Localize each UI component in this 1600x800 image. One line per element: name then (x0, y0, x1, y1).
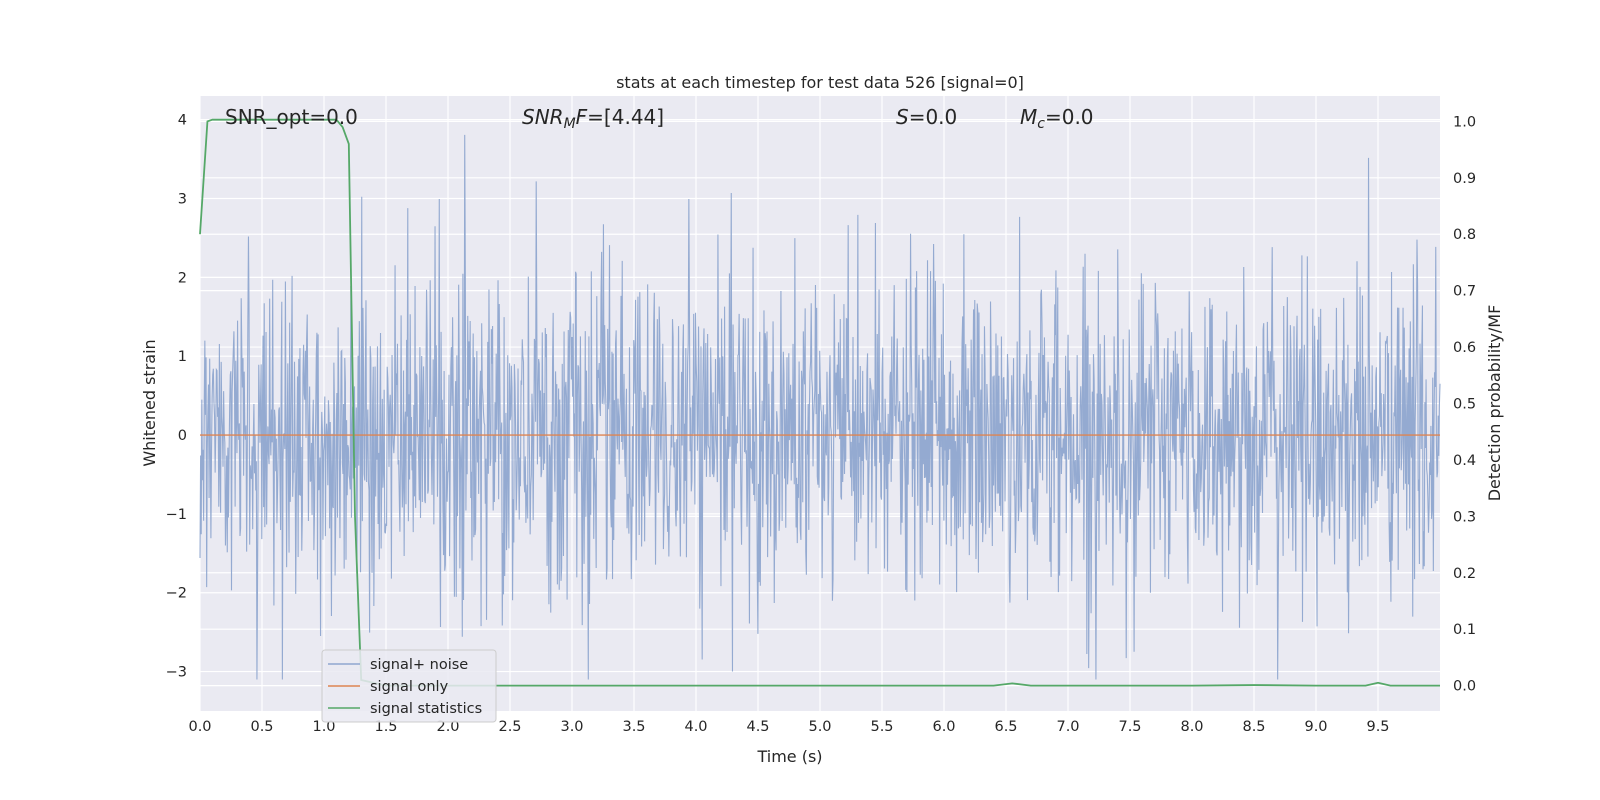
x-tick-label: 6.5 (994, 719, 1017, 735)
y-tick-label-left: −1 (166, 507, 187, 523)
x-axis-title: Time (s) (756, 747, 822, 766)
series-signal-statistics (199, 118, 1440, 687)
x-tick-label: 8.0 (1180, 719, 1203, 735)
chart-title: stats at each timestep for test data 526… (616, 73, 1024, 92)
snr-mf-mid: F (576, 105, 588, 129)
x-tick-label: 7.5 (1118, 719, 1141, 735)
x-tick-label: 4.0 (684, 719, 707, 735)
signal-noise-line (199, 134, 1441, 680)
y-tick-label-right: 0.6 (1453, 340, 1476, 356)
x-tick-label: 3.0 (560, 719, 583, 735)
y-tick-label-left: 1 (178, 349, 187, 365)
y-tick-label-left: −2 (166, 586, 187, 602)
annotation-s: S=0.0 (896, 105, 957, 129)
x-tick-label: 1.5 (374, 719, 397, 735)
x-tick-label: 2.0 (436, 719, 459, 735)
series-signal-noise (199, 134, 1441, 680)
s-value: =0.0 (909, 105, 958, 129)
x-tick-label: 2.5 (498, 719, 521, 735)
x-tick-label: 7.0 (1056, 719, 1079, 735)
mc-value: =0.0 (1045, 105, 1094, 129)
y-tick-label-right: 0.5 (1453, 397, 1476, 413)
signal-statistics-line (199, 118, 1440, 687)
x-tick-label: 0.0 (188, 719, 211, 735)
x-tick-label: 8.5 (1242, 719, 1265, 735)
tick-labels: 0.0 0.5 1.0 1.5 2.0 2.5 3.0 3.5 4.0 4.5 5.0 5.5 6.0 6… (166, 113, 1476, 735)
legend-label-signal-only: signal only (370, 679, 449, 695)
y-tick-label-right: 0.7 (1453, 284, 1476, 300)
snr-mf-prefix: SNR (522, 105, 564, 129)
y-tick-label-right: 0.2 (1453, 566, 1476, 582)
y-tick-label-right: 0.3 (1453, 509, 1476, 525)
legend-box (321, 649, 497, 723)
y-tick-label-left: 3 (178, 192, 187, 208)
y-tick-label-right: 1.0 (1453, 114, 1476, 130)
x-tick-label: 9.5 (1366, 719, 1389, 735)
y-tick-label-left: 2 (178, 270, 187, 286)
legend-label-signal-statistics: signal statistics (370, 701, 482, 717)
x-tick-label: 4.5 (746, 719, 769, 735)
y-tick-label-right: 0.4 (1453, 453, 1476, 469)
x-tick-label: 3.5 (622, 719, 645, 735)
y-tick-label-left: 4 (178, 113, 187, 129)
y-tick-label-right: 0.0 (1453, 679, 1476, 695)
x-tick-label: 5.0 (808, 719, 831, 735)
x-tick-label: 0.5 (250, 719, 273, 735)
x-tick-label: 9.0 (1304, 719, 1327, 735)
y-tick-label-right: 0.9 (1453, 171, 1476, 187)
y-tick-label-right: 0.1 (1453, 622, 1476, 638)
annotation-mc: Mc=0.0 (1020, 105, 1094, 132)
legend-label-signal-noise: signal+ noise (370, 657, 468, 673)
mc-sub: c (1037, 116, 1045, 132)
mc-symbol: M (1020, 105, 1037, 129)
annotation-snr-opt: SNR_opt=0.0 (225, 105, 358, 129)
x-tick-label: 6.0 (932, 719, 955, 735)
legend: signal+ noise signal only signal statist… (321, 649, 497, 723)
snr-mf-value: =[4.44] (587, 105, 664, 129)
snr-mf-sub: M (564, 116, 576, 132)
y-axis-title-right: Detection probability/MF (1485, 305, 1504, 502)
x-tick-label: 5.5 (870, 719, 893, 735)
s-symbol: S (896, 105, 909, 129)
y-tick-label-left: −3 (166, 665, 187, 681)
y-tick-label-left: 0 (178, 428, 187, 444)
x-tick-label: 1.0 (312, 719, 335, 735)
annotation-snr-mf: SNRMF=[4.44] (522, 105, 664, 132)
y-axis-title-left: Whitened strain (140, 339, 159, 466)
y-tick-label-right: 0.8 (1453, 227, 1476, 243)
